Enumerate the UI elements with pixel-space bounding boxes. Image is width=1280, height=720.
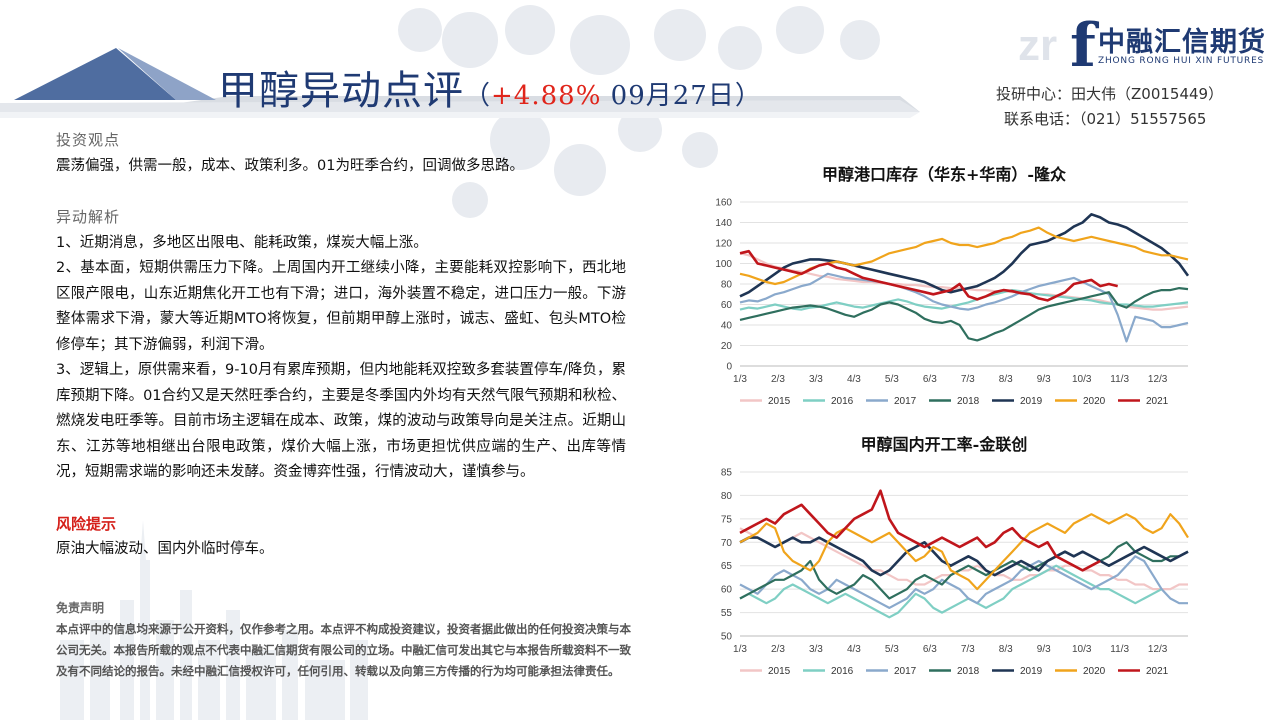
legend-label-2018: 2018 bbox=[957, 396, 980, 407]
y-tick-label: 100 bbox=[715, 259, 732, 270]
y-tick-label: 60 bbox=[721, 300, 733, 311]
legend-label-2016: 2016 bbox=[831, 396, 854, 407]
chart-title: 甲醇港口库存（华东+华南）-隆众 bbox=[822, 165, 1067, 184]
series-line-2015 bbox=[739, 252, 1189, 311]
x-tick-label: 2/3 bbox=[771, 644, 785, 655]
x-tick-label: 11/3 bbox=[1110, 644, 1129, 655]
x-tick-label: 3/3 bbox=[809, 374, 823, 385]
phone-info: 联系电话：（021）51557565 bbox=[1004, 110, 1207, 128]
y-tick-label: 0 bbox=[726, 362, 732, 373]
analysis-item-2: 2、基本面，短期供需压力下降。上周国内开工继续小降，主要能耗双控影响下，西北地区… bbox=[56, 260, 626, 353]
header: 甲醇异动点评（+4.88% 09月27日） zr f 中融汇信期货 ZHONG … bbox=[0, 0, 1280, 130]
y-tick-label: 20 bbox=[721, 341, 733, 352]
disclaimer: 免责声明 本点评中的信息均来源于公开资料，仅作参考之用。本点评不构成投资建议，投… bbox=[56, 598, 636, 682]
series-line-2018 bbox=[739, 541, 1189, 600]
y-tick-label: 120 bbox=[715, 239, 732, 250]
x-tick-label: 3/3 bbox=[809, 644, 823, 655]
x-tick-label: 2/3 bbox=[771, 374, 785, 385]
x-tick-label: 4/3 bbox=[847, 644, 861, 655]
y-tick-label: 55 bbox=[721, 608, 733, 619]
y-tick-label: 160 bbox=[715, 198, 732, 209]
x-tick-label: 1/3 bbox=[733, 374, 747, 385]
x-tick-label: 5/3 bbox=[885, 374, 899, 385]
view-title: 投资观点 bbox=[56, 131, 121, 149]
y-tick-label: 80 bbox=[721, 280, 733, 291]
x-tick-label: 8/3 bbox=[999, 374, 1013, 385]
view-text: 震荡偏强，供需一般，成本、政策利多。01为旺季合约，回调做多思路。 bbox=[56, 157, 524, 174]
risk-title: 风险提示 bbox=[56, 514, 117, 533]
series-line-2019 bbox=[739, 536, 1189, 577]
legend-label-2016: 2016 bbox=[831, 666, 854, 677]
legend-label-2017: 2017 bbox=[894, 666, 917, 677]
operating-rate-chart: 甲醇国内开工率-金联创 50 55 60 65 70 75 80 85 1/3 2/3 3/3 4/3 5… bbox=[721, 435, 1189, 677]
legend-label-2015: 2015 bbox=[768, 396, 791, 407]
x-tick-label: 11/3 bbox=[1110, 374, 1129, 385]
y-tick-label: 40 bbox=[721, 321, 733, 332]
y-tick-label: 70 bbox=[721, 538, 733, 549]
series-line-2018 bbox=[739, 287, 1189, 342]
y-tick-label: 60 bbox=[721, 585, 733, 596]
legend-label-2018: 2018 bbox=[957, 666, 980, 677]
analysis-item-3: 3、逻辑上，原供需来看，9-10月有累库预期，但内地能耗双控致多套装置停车/降负… bbox=[56, 362, 626, 480]
legend-label-2015: 2015 bbox=[768, 666, 791, 677]
y-tick-label: 75 bbox=[721, 514, 733, 525]
x-tick-label: 10/3 bbox=[1072, 644, 1092, 655]
legend-label-2020: 2020 bbox=[1083, 396, 1106, 407]
logo-watermark: zr bbox=[1018, 21, 1057, 70]
risk-text: 原油大幅波动、国内外临时停车。 bbox=[56, 541, 274, 557]
x-tick-label: 4/3 bbox=[847, 374, 861, 385]
logo-cn-name: 中融汇信期货 bbox=[1098, 27, 1266, 58]
chart-operating-rate: 甲醇国内开工率-金联创 50 55 60 65 70 75 80 85 1/3 2/3 3/3 4/3 5… bbox=[700, 428, 1200, 690]
legend-label-2019: 2019 bbox=[1020, 396, 1043, 407]
commentary-panel: 投资观点 震荡偏强，供需一般，成本、政策利多。01为旺季合约，回调做多思路。 异… bbox=[56, 128, 626, 563]
x-tick-label: 12/3 bbox=[1148, 374, 1168, 385]
series-line-2016 bbox=[739, 564, 1163, 619]
legend-label-2021: 2021 bbox=[1146, 396, 1169, 407]
report-date: 09月27日） bbox=[601, 81, 762, 111]
chart-title: 甲醇国内开工率-金联创 bbox=[861, 435, 1028, 454]
disclaimer-title: 免责声明 bbox=[56, 601, 105, 615]
disclaimer-text: 本点评中的信息均来源于公开资料，仅作参考之用。本点评不构成投资建议，投资者据此做… bbox=[56, 622, 631, 678]
chart-port-inventory: 甲醇港口库存（华东+华南）-隆众 0 20 40 60 80 100 120 140 160 1/3… bbox=[700, 158, 1200, 418]
y-tick-label: 65 bbox=[721, 561, 733, 572]
series-line-2020 bbox=[739, 513, 1189, 591]
series-line-2021 bbox=[739, 249, 1119, 302]
change-percent: +4.88% bbox=[491, 81, 602, 111]
series-line-2020 bbox=[739, 226, 1189, 286]
legend-label-2020: 2020 bbox=[1083, 666, 1106, 677]
x-tick-label: 1/3 bbox=[733, 644, 747, 655]
legend-label-2019: 2019 bbox=[1020, 666, 1043, 677]
company-logo: zr f bbox=[1018, 12, 1100, 72]
x-tick-label: 12/3 bbox=[1148, 644, 1168, 655]
analyst-info: 投研中心：田大伟（Z0015449） bbox=[996, 85, 1224, 103]
x-tick-label: 10/3 bbox=[1072, 374, 1092, 385]
logo-mark: f bbox=[1070, 12, 1100, 72]
legend-label-2017: 2017 bbox=[894, 396, 917, 407]
x-tick-label: 7/3 bbox=[961, 374, 975, 385]
series-line-2017 bbox=[739, 555, 1188, 609]
x-tick-label: 7/3 bbox=[961, 644, 975, 655]
series-line-2017 bbox=[739, 272, 1189, 343]
contact-info: 投研中心：田大伟（Z0015449） 联系电话：（021）51557565 bbox=[996, 82, 1223, 132]
series-line-2021 bbox=[739, 489, 1101, 572]
analysis-title: 异动解析 bbox=[56, 208, 121, 226]
x-tick-label: 8/3 bbox=[999, 644, 1013, 655]
port-inventory-chart: 甲醇港口库存（华东+华南）-隆众 0 20 40 60 80 100 120 140 160 1/3… bbox=[715, 165, 1190, 407]
x-tick-label: 6/3 bbox=[923, 374, 937, 385]
x-tick-label: 6/3 bbox=[923, 644, 937, 655]
analysis-item-1: 1、近期消息，多地区出限电、能耗政策，煤炭大幅上涨。 bbox=[56, 234, 428, 251]
y-tick-label: 140 bbox=[715, 218, 732, 229]
y-tick-label: 80 bbox=[721, 491, 733, 502]
y-tick-label: 50 bbox=[721, 632, 733, 643]
y-tick-label: 85 bbox=[721, 468, 733, 479]
x-tick-label: 9/3 bbox=[1037, 374, 1051, 385]
page-title: 甲醇异动点评（+4.88% 09月27日） bbox=[218, 68, 762, 114]
x-tick-label: 9/3 bbox=[1037, 644, 1051, 655]
x-tick-label: 5/3 bbox=[885, 644, 899, 655]
logo-en-name: ZHONG RONG HUI XIN FUTURES bbox=[1098, 56, 1265, 66]
legend-label-2021: 2021 bbox=[1146, 666, 1169, 677]
